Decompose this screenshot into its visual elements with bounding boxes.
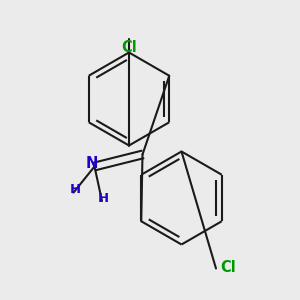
Text: N: N bbox=[85, 156, 98, 171]
Text: Cl: Cl bbox=[121, 40, 137, 56]
Text: Cl: Cl bbox=[220, 260, 236, 274]
Text: H: H bbox=[98, 191, 109, 205]
Text: H: H bbox=[69, 183, 81, 196]
